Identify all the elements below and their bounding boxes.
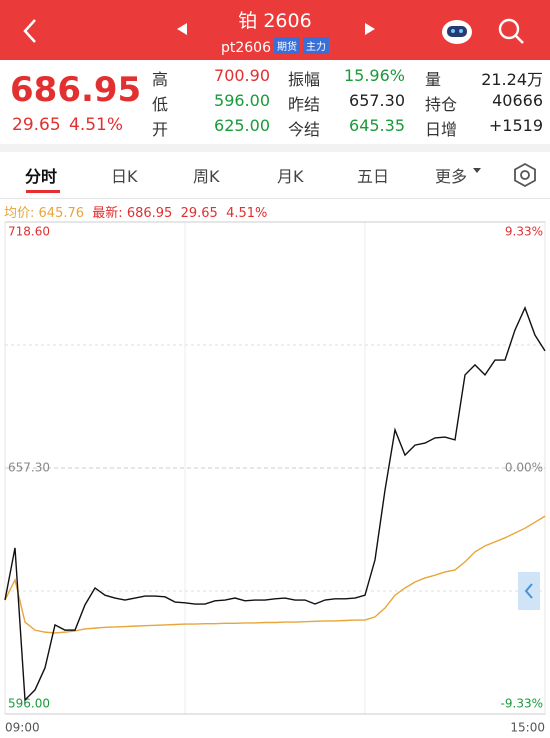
separator	[0, 198, 550, 199]
y2-tick-label: -9.33%	[501, 697, 543, 711]
average-line	[4, 515, 546, 634]
next-button[interactable]	[364, 22, 376, 36]
avg-value: 645.76	[38, 206, 85, 221]
dropdown-arrow	[473, 168, 481, 173]
info-line: 均价: 645.76 最新: 686.95 29.65 4.51%	[4, 202, 267, 221]
prev-button[interactable]	[176, 22, 188, 36]
avg-label: 均价:	[4, 206, 35, 221]
y2-tick-label: 9.33%	[505, 225, 543, 239]
tab-underline	[26, 190, 60, 193]
code: pt2606	[220, 40, 271, 56]
tab[interactable]: 月K	[277, 167, 304, 186]
tab[interactable]: 分时	[25, 167, 58, 186]
tab[interactable]: 周K	[193, 167, 220, 186]
y-tick-label: 718.60	[8, 225, 50, 239]
price-line	[4, 306, 546, 702]
side-handle[interactable]	[518, 572, 540, 610]
stat-value: 21.24万	[481, 70, 543, 89]
stat-value: 657.30	[349, 91, 405, 110]
latest-value: 686.95	[126, 206, 173, 221]
stat-value: 40666	[492, 91, 543, 110]
stat-label: 持仓	[425, 95, 458, 114]
top-bar: 铂 2606 pt2606 期货 主力	[0, 0, 550, 60]
tab[interactable]: 日K	[111, 167, 138, 186]
latest-label: 最新:	[92, 206, 123, 221]
change-pct: 4.51%	[69, 115, 124, 135]
stat-value: +1519	[488, 116, 543, 135]
y2-tick-label: 0.00%	[505, 461, 543, 475]
tab[interactable]: 更多	[435, 167, 468, 186]
title: 铂 2606	[238, 10, 312, 32]
stat-label: 开	[152, 120, 169, 139]
stat-label: 量	[425, 70, 442, 89]
stat-value: 596.00	[214, 91, 270, 110]
badge: 主力	[303, 37, 329, 54]
stat-label: 低	[152, 95, 169, 114]
info-pct: 4.51%	[226, 206, 268, 221]
stat-label: 昨结	[288, 95, 321, 114]
assistant-icon[interactable]	[440, 16, 474, 46]
last-price: 686.95	[10, 70, 142, 110]
x-tick-label: 09:00	[5, 721, 40, 735]
stat-label: 高	[152, 70, 169, 89]
info-change: 29.65	[180, 206, 218, 221]
stat-value: 15.96%	[343, 66, 405, 85]
settings-icon[interactable]	[512, 162, 538, 188]
change: 29.65	[12, 115, 61, 135]
back-button[interactable]	[22, 18, 38, 44]
stat-label: 今结	[288, 120, 321, 139]
subtitle: pt2606 期货 主力	[0, 37, 550, 56]
y-tick-label: 596.00	[8, 697, 50, 711]
stat-value: 700.90	[214, 66, 270, 85]
stat-label: 振幅	[288, 70, 321, 89]
search-icon[interactable]	[497, 17, 525, 45]
tab[interactable]: 五日	[357, 167, 390, 186]
divider	[0, 144, 550, 152]
x-tick-label: 15:00	[510, 721, 545, 735]
stat-value: 625.00	[214, 116, 270, 135]
y-tick-label: 657.30	[8, 461, 50, 475]
badge: 期货	[274, 37, 300, 54]
stat-label: 日增	[425, 120, 458, 139]
stat-value: 645.35	[349, 116, 405, 135]
